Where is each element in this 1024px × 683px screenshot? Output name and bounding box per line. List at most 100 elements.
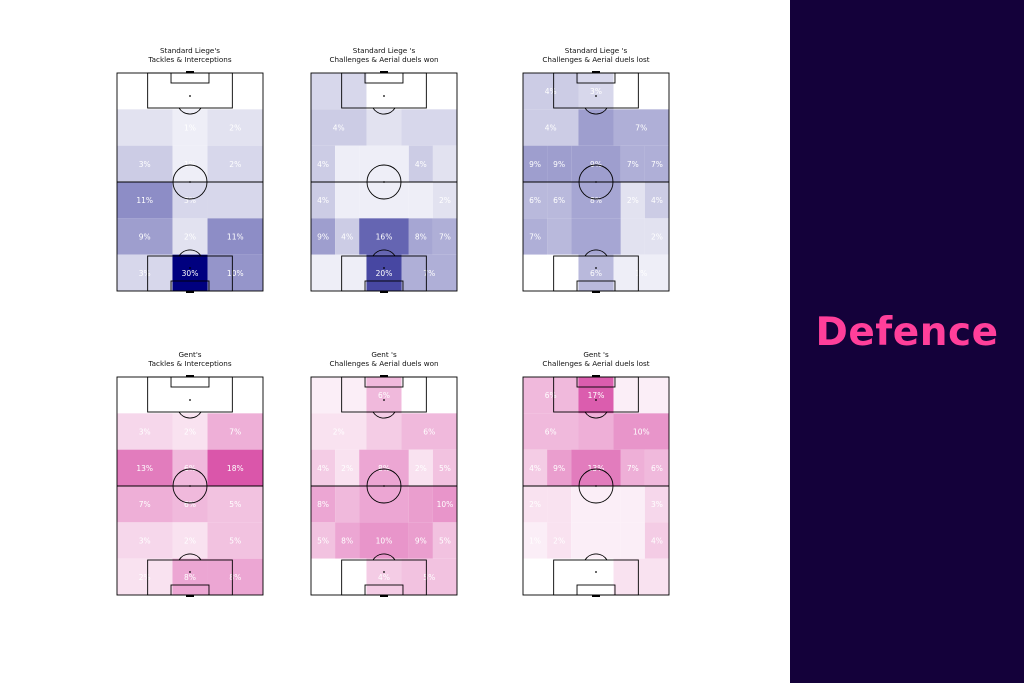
- heatmap-cell: [117, 218, 173, 255]
- centre-spot: [595, 181, 597, 183]
- heatmap-cell: [172, 413, 208, 450]
- heatmap-cell: [207, 413, 263, 450]
- heatmap-cell: [547, 449, 572, 486]
- heatmap-cell: [571, 182, 621, 219]
- cell-label: 0%: [139, 87, 151, 96]
- heatmap-cell: [408, 522, 433, 559]
- heatmap-cell: [366, 377, 402, 414]
- heatmap-cell: [172, 254, 208, 291]
- heatmap-cell: [523, 218, 548, 255]
- heatmap-cell: [401, 254, 457, 291]
- heatmap-cell: [613, 377, 669, 414]
- cell-label: 1%: [184, 124, 196, 133]
- penalty-spot-top: [383, 95, 385, 97]
- heatmap-cell: [366, 413, 402, 450]
- cell-label: 0%: [184, 391, 196, 400]
- cell-label: 2%: [651, 233, 663, 242]
- heatmap-cell: [523, 73, 579, 110]
- heatmap-cell: [578, 109, 614, 146]
- cell-label: 6%: [553, 196, 565, 205]
- chart-title: Gent 's Challenges & Aerial duels lost: [542, 350, 650, 368]
- cell-label: 11%: [227, 233, 244, 242]
- cell-label: 2%: [184, 428, 196, 437]
- penalty-arc-bottom: [584, 553, 608, 561]
- heatmap-cell: [408, 145, 433, 182]
- cell-label: 2%: [553, 537, 565, 546]
- centre-spot: [595, 485, 597, 487]
- penalty-spot-bottom: [595, 267, 597, 269]
- goal-top: [592, 375, 600, 377]
- heatmap-cell: [117, 522, 173, 559]
- pitch-heatmap: 6% 0% 2% 6% 4% 2% 8% 2% 5% 8% 10% 5% 8% 10% 9% 5% 0% 4% 5%: [310, 375, 458, 597]
- penalty-spot-top: [595, 95, 597, 97]
- heatmap-cell: [523, 522, 548, 559]
- cell-label: 20%: [376, 269, 393, 278]
- cell-label: 2%: [627, 196, 639, 205]
- cell-label: 18%: [227, 464, 244, 473]
- cell-label: 6%: [651, 464, 663, 473]
- cell-label: 6%: [184, 500, 196, 509]
- cell-label: 1%: [529, 537, 541, 546]
- heatmap-cell: [311, 413, 367, 450]
- heatmap-cell: [172, 218, 208, 255]
- cell-label: 3%: [651, 500, 663, 509]
- cell-label: 17%: [588, 391, 605, 400]
- heatmap-cell: [207, 73, 263, 110]
- cell-label: 9%: [529, 160, 541, 169]
- heatmap-cell: [117, 73, 173, 110]
- heatmap-cell: [523, 449, 548, 486]
- heatmap-cell: [644, 486, 669, 523]
- chart-title: Standard Liege 's Challenges & Aerial du…: [542, 46, 650, 64]
- cell-label: 9%: [590, 160, 602, 169]
- pitch-heatmap: 0% 0% 1% 2% 3% 1% 2% 11% 3% 9% 2% 11% 3% 30% 10%: [116, 71, 264, 293]
- heatmap-cell: [644, 449, 669, 486]
- cell-label: 16%: [376, 233, 393, 242]
- goal-bottom: [592, 595, 600, 597]
- heatmap-cell: [401, 109, 457, 146]
- heatmap-cell: [172, 109, 208, 146]
- heatmap-cell: [578, 413, 614, 450]
- cell-label: 2%: [341, 464, 353, 473]
- heatmap-cell: [311, 73, 367, 110]
- heatmap-cell: [523, 109, 579, 146]
- cell-label: 0%: [635, 87, 647, 96]
- heatmap-cell: [613, 254, 669, 291]
- cell-label: 4%: [378, 573, 390, 582]
- cell-label: 3%: [139, 537, 151, 546]
- penalty-spot-top: [189, 399, 191, 401]
- heatmap-cell: [571, 522, 621, 559]
- cell-label: 1%: [184, 160, 196, 169]
- centre-circle: [578, 164, 614, 200]
- heatmap-cell: [359, 449, 409, 486]
- cell-label: 4%: [415, 160, 427, 169]
- heatmap-cell: [311, 145, 336, 182]
- heatmap-cell: [523, 558, 579, 595]
- heatmap-cell: [547, 486, 572, 523]
- heatmap-cell: [172, 522, 208, 559]
- heatmap-cell: [359, 182, 409, 219]
- cell-label: 9%: [415, 537, 427, 546]
- penalty-spot-top: [189, 95, 191, 97]
- cell-label: 8%: [341, 537, 353, 546]
- heatmap-cell: [172, 145, 208, 182]
- centre-circle: [172, 468, 208, 504]
- cell-label: 8%: [184, 573, 196, 582]
- heatmap-cell: [644, 145, 669, 182]
- heatmap-cell: [311, 486, 336, 523]
- cell-label: 3%: [139, 428, 151, 437]
- heatmap-cell: [359, 145, 409, 182]
- cell-label: 7%: [423, 269, 435, 278]
- heatmap-cell: [311, 182, 336, 219]
- centre-circle: [578, 468, 614, 504]
- cell-label: 4%: [317, 160, 329, 169]
- penalty-arc-top: [372, 411, 396, 419]
- heatmap-cell: [523, 413, 579, 450]
- heatmap-cell: [432, 522, 457, 559]
- cell-label: 4%: [545, 87, 557, 96]
- penalty-arc-top: [372, 107, 396, 115]
- cell-label: 11%: [136, 196, 153, 205]
- cell-label: 3%: [139, 160, 151, 169]
- cell-label: 0%: [545, 573, 557, 582]
- cell-label: 8%: [317, 500, 329, 509]
- penalty-arc-top: [178, 107, 202, 115]
